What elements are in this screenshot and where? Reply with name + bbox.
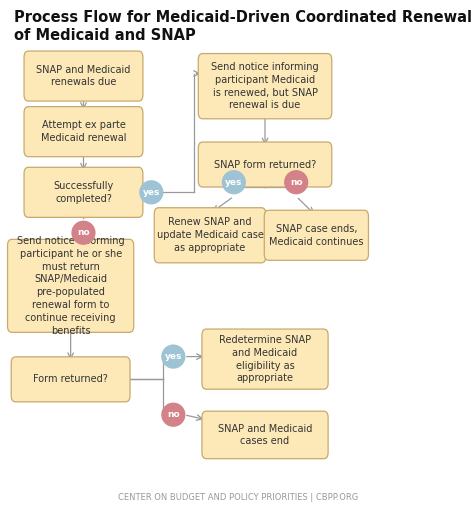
- Ellipse shape: [72, 221, 96, 245]
- Text: no: no: [77, 228, 90, 237]
- Text: SNAP form returned?: SNAP form returned?: [214, 159, 316, 170]
- FancyBboxPatch shape: [11, 357, 130, 402]
- FancyBboxPatch shape: [154, 208, 266, 263]
- FancyBboxPatch shape: [198, 142, 332, 187]
- FancyBboxPatch shape: [198, 54, 332, 119]
- Ellipse shape: [222, 170, 246, 194]
- Text: Successfully
completed?: Successfully completed?: [54, 181, 114, 204]
- Ellipse shape: [139, 180, 164, 204]
- Ellipse shape: [161, 403, 185, 427]
- FancyBboxPatch shape: [24, 167, 143, 217]
- Text: SNAP case ends,
Medicaid continues: SNAP case ends, Medicaid continues: [269, 224, 364, 247]
- FancyBboxPatch shape: [8, 239, 134, 332]
- Text: Renew SNAP and
update Medicaid case
as appropriate: Renew SNAP and update Medicaid case as a…: [156, 218, 264, 253]
- FancyBboxPatch shape: [24, 107, 143, 157]
- Text: yes: yes: [225, 178, 243, 187]
- Text: yes: yes: [164, 352, 182, 361]
- Text: SNAP and Medicaid
cases end: SNAP and Medicaid cases end: [218, 424, 312, 446]
- FancyBboxPatch shape: [202, 329, 328, 389]
- Text: no: no: [167, 410, 180, 419]
- Text: Form returned?: Form returned?: [33, 375, 108, 384]
- Text: no: no: [290, 178, 302, 187]
- Text: Send notice informing
participant Medicaid
is renewed, but SNAP
renewal is due: Send notice informing participant Medica…: [211, 62, 319, 110]
- Text: yes: yes: [143, 188, 160, 197]
- Text: Process Flow for Medicaid-Driven Coordinated Renewal
of Medicaid and SNAP: Process Flow for Medicaid-Driven Coordin…: [14, 10, 472, 43]
- FancyBboxPatch shape: [24, 51, 143, 101]
- Ellipse shape: [161, 344, 185, 369]
- FancyBboxPatch shape: [202, 411, 328, 459]
- FancyBboxPatch shape: [264, 210, 368, 260]
- Ellipse shape: [284, 170, 308, 194]
- Text: Redetermine SNAP
and Medicaid
eligibility as
appropriate: Redetermine SNAP and Medicaid eligibilit…: [219, 335, 311, 383]
- Text: CENTER ON BUDGET AND POLICY PRIORITIES | CBPP.ORG: CENTER ON BUDGET AND POLICY PRIORITIES |…: [118, 493, 358, 502]
- Text: Attempt ex parte
Medicaid renewal: Attempt ex parte Medicaid renewal: [41, 120, 126, 143]
- Text: SNAP and Medicaid
renewals due: SNAP and Medicaid renewals due: [36, 65, 131, 87]
- Text: Send notice informing
participant he or she
must return
SNAP/Medicaid
pre-popula: Send notice informing participant he or …: [17, 236, 125, 336]
